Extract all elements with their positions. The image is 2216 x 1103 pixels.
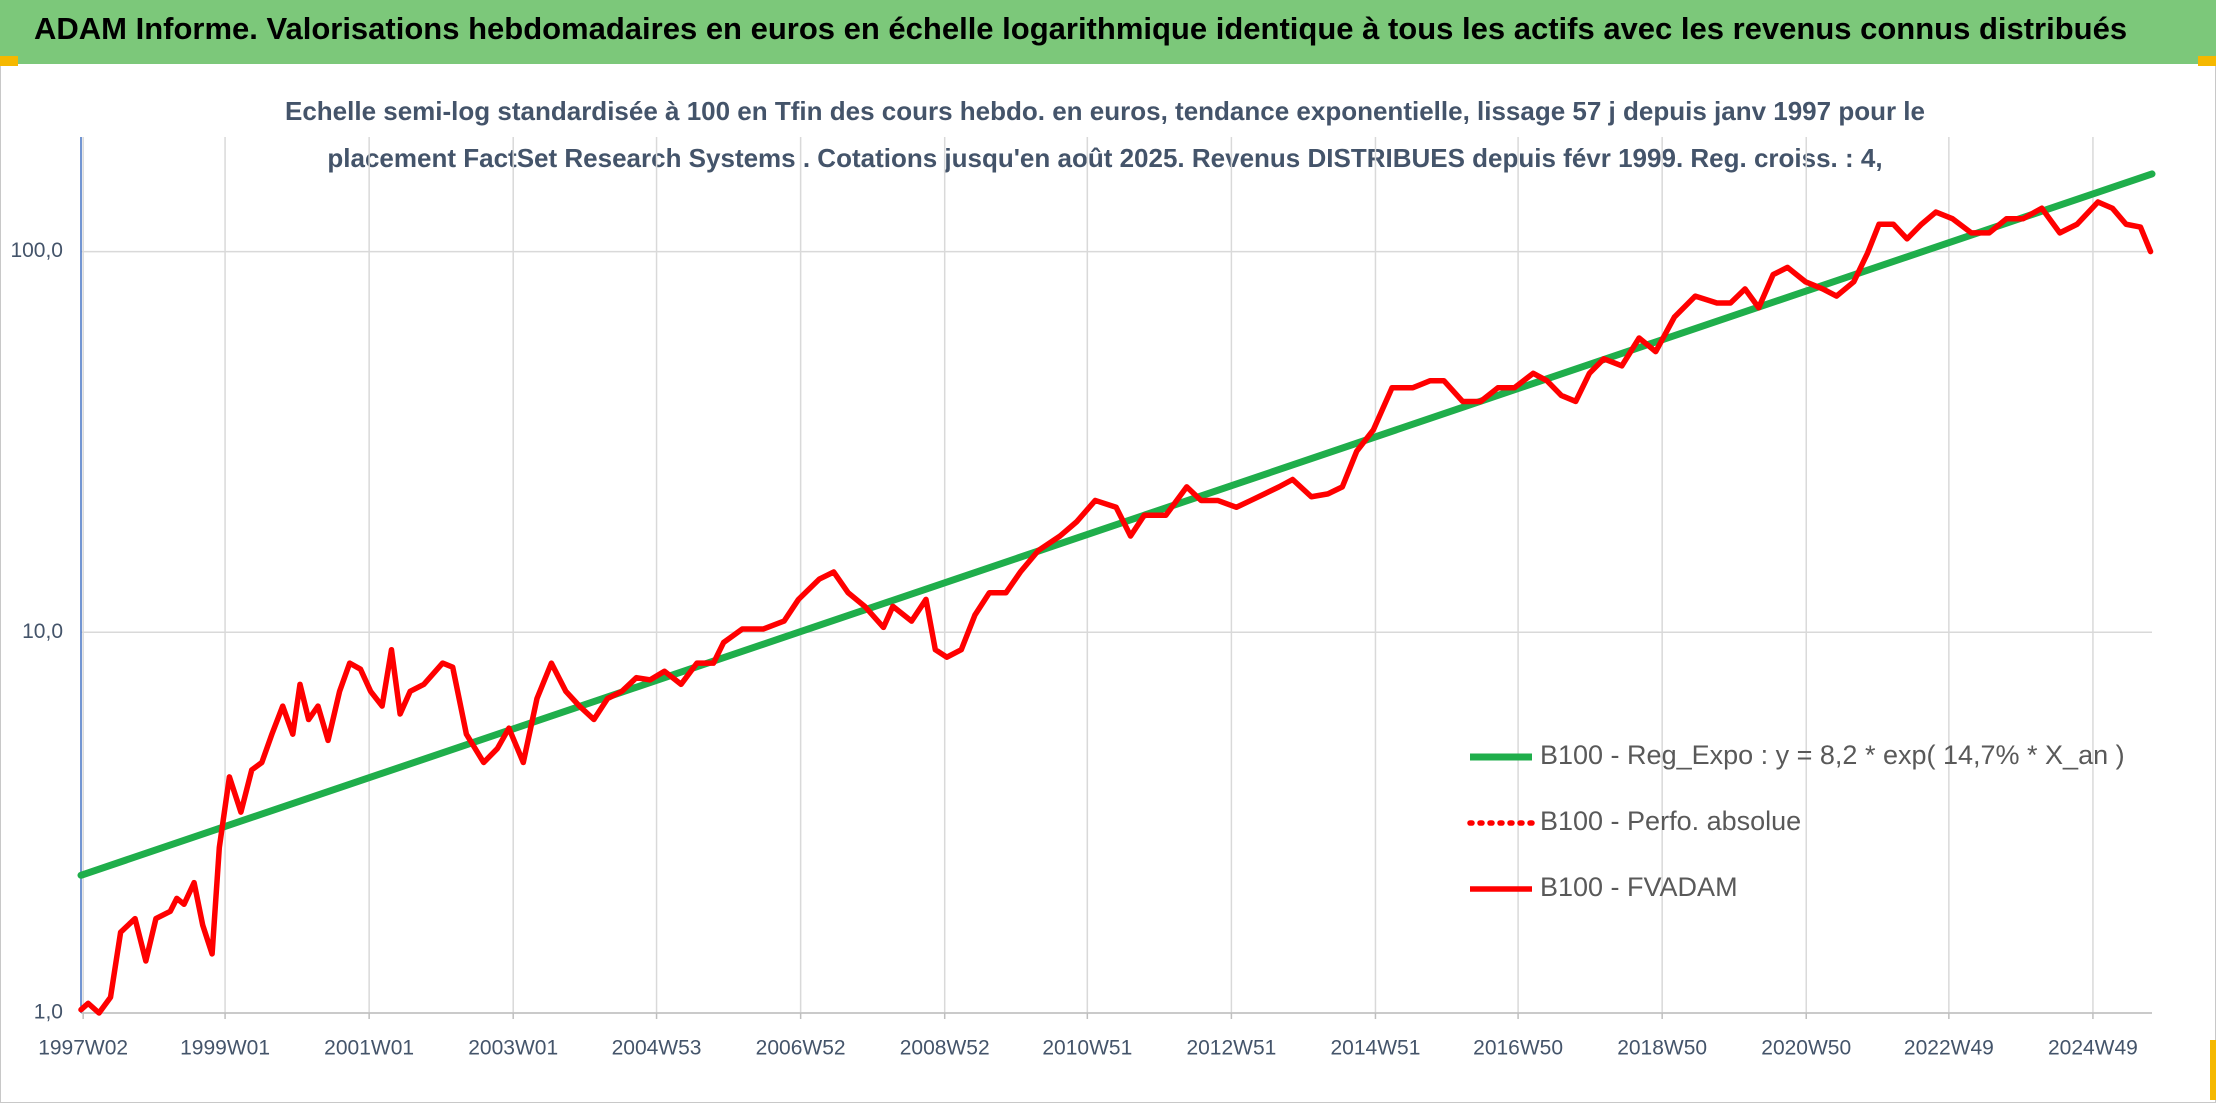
legend-label: B100 - Perfo. absolue [1540,806,1801,836]
subtitle: placement FactSet Research Systems . Cot… [327,143,1882,173]
x-tick-label: 2008W52 [900,1037,990,1060]
x-tick-label: 2020W50 [1761,1037,1851,1060]
y-tick-label: 10,0 [22,620,63,643]
x-tick-label: 2018W50 [1617,1037,1707,1060]
x-tick-label: 1997W02 [38,1037,128,1060]
x-tick-label: 2024W49 [2048,1037,2138,1060]
x-tick-label: 1999W01 [180,1037,270,1060]
x-tick-label: 2012W51 [1186,1037,1276,1060]
corner-mark [0,56,18,66]
x-tick-label: 2022W49 [1904,1037,1994,1060]
x-tick-label: 2014W51 [1331,1037,1421,1060]
legend-label: B100 - Reg_Expo : y = 8,2 * exp( 14,7% *… [1540,740,2125,770]
x-tick-label: 2010W51 [1042,1037,1132,1060]
x-tick-label: 2016W50 [1473,1037,1563,1060]
series-line [78,199,2154,1016]
y-tick-label: 100,0 [10,239,63,262]
corner-mark [2198,56,2216,66]
chart-title: ADAM Informe. Valorisations hebdomadaire… [34,11,2127,46]
series-line [77,170,2156,879]
title-bar [0,0,2216,64]
x-tick-label: 2001W01 [324,1037,414,1060]
legend-label: B100 - FVADAM [1540,872,1738,902]
y-tick-label: 1,0 [34,1001,63,1024]
x-tick-label: 2006W52 [756,1037,846,1060]
x-tick-label: 2004W53 [612,1037,702,1060]
subtitle: Echelle semi-log standardisée à 100 en T… [285,96,1925,126]
x-tick-label: 2003W01 [468,1037,558,1060]
corner-mark [2210,1040,2216,1100]
